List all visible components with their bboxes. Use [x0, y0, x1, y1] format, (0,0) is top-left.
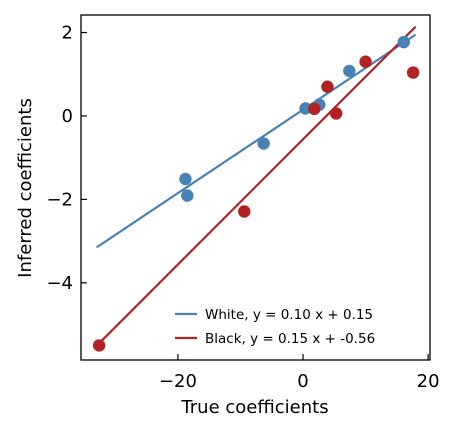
- data-point-1-4: [329, 107, 343, 120]
- fit-line-1: [95, 25, 417, 347]
- plot-area: [92, 25, 420, 352]
- y-tick-label: 0: [62, 106, 73, 127]
- axis-ticks: −20 0 20−4−202: [46, 23, 439, 392]
- data-point-0-0: [179, 172, 192, 186]
- data-point-0-6: [397, 35, 410, 49]
- plot-frame: [80, 14, 431, 361]
- data-point-1-0: [92, 339, 106, 352]
- data-point-1-5: [359, 55, 372, 68]
- data-point-1-3: [321, 80, 334, 93]
- data-point-1-2: [308, 102, 321, 116]
- data-point-1-1: [238, 205, 251, 218]
- x-tick-label: 20: [417, 371, 440, 392]
- data-point-0-5: [343, 64, 356, 78]
- data-point-0-1: [181, 189, 194, 202]
- data-point-0-3: [299, 102, 312, 115]
- legend: White, y = 0.10 x + 0.15 Black, y = 0.15 …: [175, 307, 375, 347]
- y-axis-title: Inferred coefficients: [15, 98, 36, 278]
- x-axis-title: True coefficients: [180, 397, 328, 418]
- data-point-1-6: [406, 66, 420, 79]
- y-tick-label: 2: [62, 23, 73, 44]
- x-tick-label: −20: [159, 371, 197, 392]
- data-point-0-2: [257, 137, 270, 150]
- y-tick-label: −4: [46, 273, 73, 294]
- x-tick-label: 0: [297, 371, 308, 392]
- legend-entry-0: White, y = 0.10 x + 0.15: [205, 307, 373, 323]
- y-tick-label: −2: [46, 189, 73, 210]
- fit-line-0: [96, 33, 417, 249]
- legend-entry-1: Black, y = 0.15 x + -0.56: [205, 331, 375, 347]
